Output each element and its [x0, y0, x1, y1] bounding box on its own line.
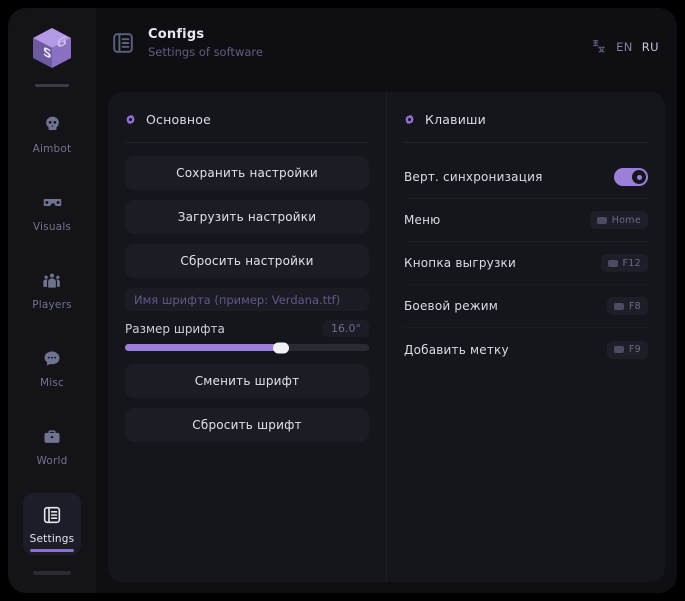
skull-icon [43, 114, 62, 136]
save-settings-button[interactable]: Сохранить настройки [125, 156, 369, 190]
svg-text:S: S [43, 44, 52, 62]
gear-icon [404, 114, 415, 125]
sidebar-item-label: Settings [29, 532, 75, 545]
app-window: S G Aimbot Visuals [8, 8, 677, 593]
section-title: Основное [146, 112, 212, 127]
chat-dots-icon [42, 348, 62, 370]
row-vsync: Верт. синхронизация [404, 156, 648, 199]
slider-fill [125, 344, 282, 351]
font-size-slider[interactable] [125, 342, 369, 353]
sidebar-item-label: Players [32, 298, 72, 311]
sidebar-item-label: World [36, 454, 68, 467]
reset-settings-button[interactable]: Сбросить настройки [125, 244, 369, 278]
toggle-knob [632, 170, 646, 184]
row-combat-mode-key: Боевой режим F8 [404, 285, 648, 328]
sidebar-item-label: Aimbot [32, 142, 72, 155]
lang-en[interactable]: EN [616, 39, 633, 54]
keyboard-icon [596, 216, 607, 224]
keyboard-icon [607, 259, 618, 267]
vsync-toggle[interactable] [614, 168, 648, 186]
add-marker-key-badge[interactable]: F9 [606, 340, 648, 359]
sidebar-item-label: Misc [39, 376, 65, 389]
content-area: Основное Сохранить настройки Загрузить н… [108, 92, 665, 582]
row-menu-key: Меню Home [404, 199, 648, 242]
lang-ru[interactable]: RU [641, 39, 659, 54]
key-label: Home [611, 214, 641, 226]
header: Configs Settings of software EN RU [96, 8, 677, 86]
list-settings-icon [42, 504, 62, 526]
row-label: Кнопка выгрузки [404, 256, 516, 270]
briefcase-icon [42, 426, 62, 448]
unload-key-badge[interactable]: F12 [600, 254, 648, 272]
sidebar-item-misc[interactable]: Misc [23, 337, 81, 399]
font-name-placeholder: Имя шрифта (пример: Verdana.ttf) [134, 292, 341, 307]
sidebar-nav: Aimbot Visuals Players [8, 103, 96, 571]
language-switcher: EN RU [590, 38, 659, 55]
key-label: F9 [628, 344, 641, 355]
load-settings-button[interactable]: Загрузить настройки [125, 200, 369, 234]
translate-icon[interactable] [590, 38, 607, 55]
font-size-value: 16.0° [323, 320, 369, 337]
panel-general: Основное Сохранить настройки Загрузить н… [108, 92, 386, 582]
reset-font-button[interactable]: Сбросить шрифт [125, 408, 369, 442]
sidebar-item-label: Visuals [32, 220, 72, 233]
keyboard-icon [613, 302, 624, 310]
change-font-button[interactable]: Сменить шрифт [125, 364, 369, 398]
section-divider [125, 142, 369, 143]
font-size-row: Размер шрифта 16.0° [125, 320, 369, 337]
section-header-general: Основное [125, 112, 369, 127]
people-icon [42, 270, 62, 292]
sg-cube-logo: S G [26, 22, 78, 74]
gear-icon [125, 114, 136, 125]
keyboard-icon [613, 346, 624, 353]
page-subtitle: Settings of software [148, 45, 263, 59]
sidebar-resize-handle[interactable] [33, 571, 71, 575]
goggles-icon [42, 192, 63, 214]
sidebar-item-visuals[interactable]: Visuals [23, 181, 81, 243]
row-label: Меню [404, 213, 441, 227]
row-label: Верт. синхронизация [404, 170, 543, 184]
row-label: Боевой режим [404, 299, 499, 313]
list-settings-icon [111, 31, 135, 55]
row-add-marker-key: Добавить метку F9 [404, 328, 648, 371]
sidebar-item-players[interactable]: Players [23, 259, 81, 321]
section-header-keys: Клавиши [404, 112, 648, 127]
header-title-group: Configs Settings of software [111, 27, 263, 59]
sidebar-item-settings[interactable]: Settings [23, 493, 81, 555]
font-name-input[interactable]: Имя шрифта (пример: Verdana.ttf) [125, 288, 369, 311]
sidebar-divider [35, 84, 69, 87]
row-label: Добавить метку [404, 342, 509, 357]
section-title: Клавиши [425, 112, 486, 127]
section-divider [404, 142, 648, 143]
page-title: Configs [148, 27, 205, 42]
key-label: F12 [622, 257, 641, 269]
sidebar: S G Aimbot Visuals [8, 8, 96, 593]
svg-text:G: G [57, 32, 67, 51]
menu-key-badge[interactable]: Home [589, 211, 648, 229]
slider-knob[interactable] [273, 342, 290, 353]
panel-keys: Клавиши Верт. синхронизация Меню Home Кн… [386, 92, 665, 582]
font-size-label: Размер шрифта [125, 321, 225, 336]
key-label: F8 [628, 300, 641, 312]
row-unload-key: Кнопка выгрузки F12 [404, 242, 648, 285]
combat-mode-key-badge[interactable]: F8 [606, 297, 648, 315]
sidebar-item-world[interactable]: World [23, 415, 81, 477]
sidebar-item-aimbot[interactable]: Aimbot [23, 103, 81, 165]
